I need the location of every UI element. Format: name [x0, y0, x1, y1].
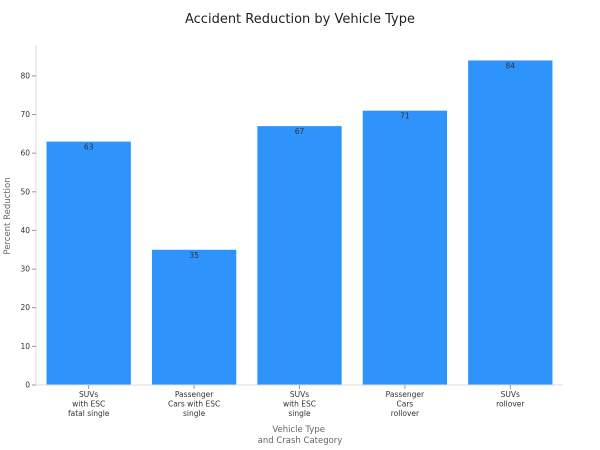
y-tick-label: 80 — [20, 71, 30, 80]
y-axis-title: Percent Reduction — [3, 177, 13, 254]
bar — [362, 110, 448, 385]
y-tick-label: 40 — [20, 226, 30, 235]
x-tick-label-line: SUVs — [79, 390, 98, 399]
bar — [151, 249, 237, 385]
y-tick-label: 70 — [20, 110, 30, 119]
data-label: 67 — [295, 127, 305, 136]
data-label: 35 — [189, 251, 199, 260]
data-label: 71 — [400, 112, 410, 121]
bars: 63 35 67 71 84 — [46, 60, 553, 386]
y-axis: 0 10 20 30 40 50 60 70 80 — [20, 45, 37, 390]
x-tick-label-line: with ESC — [72, 400, 105, 409]
bar — [46, 141, 131, 385]
bar — [468, 60, 553, 386]
x-tick-label: Passenger Cars with ESC single — [168, 390, 220, 418]
x-tick-label-line: fatal single — [68, 409, 110, 418]
x-tick-label-line: Passenger — [175, 390, 214, 399]
x-axis-title-line: and Crash Category — [258, 436, 343, 446]
x-tick-label-line: Cars — [396, 400, 413, 409]
y-tick-label: 50 — [20, 187, 30, 196]
y-tick-label: 20 — [20, 303, 30, 312]
x-tick-label-line: SUVs — [501, 390, 520, 399]
x-tick-label-line: single — [288, 409, 311, 418]
y-tick-label: 10 — [20, 342, 30, 351]
x-tick-label: Passenger Cars rollover — [386, 390, 425, 418]
x-tick-label: SUVs with ESC fatal single — [68, 390, 110, 418]
x-axis-title-line: Vehicle Type — [272, 425, 325, 435]
chart-title: Accident Reduction by Vehicle Type — [185, 12, 415, 27]
x-tick-label-line: single — [183, 409, 206, 418]
x-tick-label: SUVs rollover — [496, 390, 525, 409]
x-tick-label-line: Cars with ESC — [168, 400, 220, 409]
y-tick-label: 30 — [20, 265, 30, 274]
x-tick-label-line: rollover — [496, 400, 525, 409]
x-tick-label-line: with ESC — [283, 400, 316, 409]
y-tick-label: 60 — [20, 149, 30, 158]
data-label: 84 — [506, 61, 516, 70]
y-tick-label: 0 — [25, 381, 30, 390]
data-label: 63 — [84, 143, 94, 152]
x-axis-title: Vehicle Type and Crash Category — [258, 425, 343, 446]
x-tick-label: SUVs with ESC single — [283, 390, 316, 418]
x-tick-label-line: SUVs — [290, 390, 309, 399]
bar — [257, 126, 342, 386]
x-tick-label-line: Passenger — [386, 390, 425, 399]
x-tick-label-line: rollover — [391, 409, 420, 418]
